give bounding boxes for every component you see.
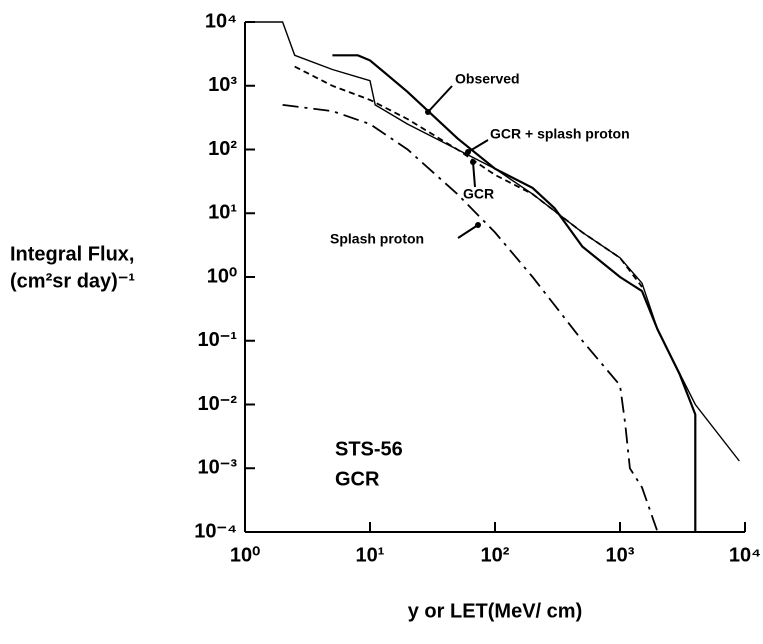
y-tick-label: 10⁴ [205, 10, 237, 32]
x-axis-label: y or LET(MeV/ cm) [408, 600, 582, 622]
y-tick-label: 10⁻¹ [198, 329, 238, 351]
x-tick-label: 10² [481, 544, 510, 566]
arrow-head [425, 109, 431, 115]
arrow-head [465, 149, 471, 155]
y-tick-label: 10¹ [208, 202, 237, 224]
series-label: Observed [455, 71, 520, 87]
arrow [472, 161, 476, 188]
x-tick-label: 10³ [606, 544, 635, 566]
y-tick-label: 10⁰ [207, 265, 237, 287]
y-tick-label: 10⁻² [198, 393, 238, 415]
series-line [294, 65, 643, 288]
x-tick-label: 10¹ [356, 544, 385, 566]
y-tick-label: 10⁻⁴ [194, 520, 237, 542]
arrow [427, 85, 453, 113]
y-tick-label: 10² [208, 138, 237, 160]
series-line [282, 104, 659, 533]
y-tick-label: 10⁻³ [198, 457, 238, 479]
x-tick-label: 10⁰ [230, 544, 260, 566]
arrow-head [475, 222, 481, 228]
series-label: Splash proton [330, 231, 424, 247]
arrow-head [470, 159, 476, 165]
arrow [457, 224, 479, 239]
arrow [467, 139, 489, 153]
y-tick-label: 10³ [208, 74, 237, 96]
x-tick-label: 10⁴ [729, 544, 761, 566]
annotation: GCR [335, 468, 380, 490]
y-axis-label: Integral Flux, [10, 243, 134, 265]
series-label: GCR + splash proton [490, 126, 630, 142]
y-axis-label: (cm²sr day)⁻¹ [10, 270, 135, 292]
annotation: STS-56 [335, 438, 403, 460]
series-label: GCR [463, 186, 494, 202]
series-line [245, 21, 740, 462]
